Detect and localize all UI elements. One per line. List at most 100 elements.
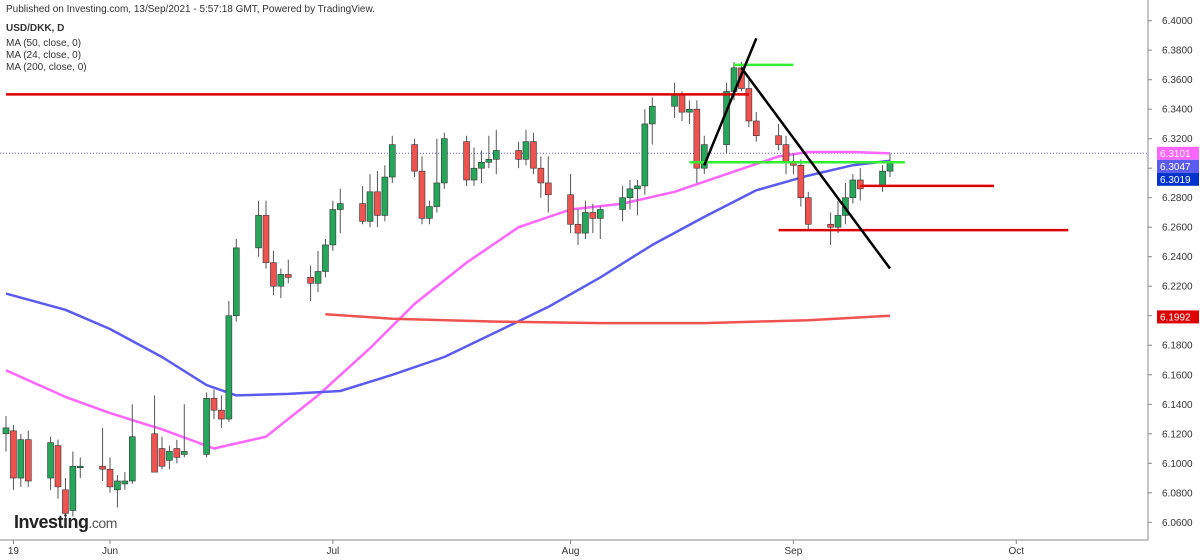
- candle[interactable]: [797, 159, 805, 207]
- candle[interactable]: [775, 123, 782, 151]
- candle-body: [76, 465, 84, 469]
- candle[interactable]: [567, 174, 574, 234]
- candle[interactable]: [180, 404, 188, 458]
- candle[interactable]: [463, 135, 470, 186]
- candle[interactable]: [522, 129, 530, 166]
- candle[interactable]: [329, 200, 337, 251]
- candle[interactable]: [262, 200, 270, 269]
- x-tick-label: Jul: [326, 546, 339, 557]
- candle[interactable]: [879, 165, 886, 192]
- candle[interactable]: [114, 475, 121, 508]
- candle[interactable]: [582, 200, 589, 240]
- candle[interactable]: [10, 424, 17, 490]
- candle[interactable]: [589, 203, 597, 234]
- candle[interactable]: [69, 451, 77, 517]
- candle[interactable]: [381, 165, 389, 222]
- candle[interactable]: [671, 82, 678, 119]
- candle[interactable]: [270, 250, 277, 296]
- time-axis[interactable]: 19 Jun Jul Aug Sep Oct: [0, 539, 1148, 557]
- candle[interactable]: [232, 239, 240, 322]
- candle[interactable]: [62, 478, 69, 520]
- candle[interactable]: [478, 150, 485, 183]
- candle[interactable]: [849, 174, 857, 204]
- candle[interactable]: [700, 135, 708, 175]
- candle[interactable]: [277, 268, 285, 299]
- candle[interactable]: [24, 430, 32, 487]
- candle[interactable]: [307, 265, 314, 301]
- candle[interactable]: [158, 436, 166, 470]
- candle[interactable]: [492, 129, 500, 175]
- candle[interactable]: [596, 206, 604, 240]
- candle[interactable]: [418, 156, 426, 225]
- candle-body: [648, 105, 656, 125]
- candle[interactable]: [804, 191, 812, 231]
- candle[interactable]: [322, 239, 329, 278]
- candle[interactable]: [121, 472, 129, 490]
- candle[interactable]: [886, 153, 894, 178]
- candle[interactable]: [485, 135, 493, 169]
- candle-body: [128, 436, 136, 482]
- candle[interactable]: [366, 174, 374, 228]
- candle-body: [856, 179, 864, 190]
- candle[interactable]: [544, 156, 552, 213]
- candle-body: [589, 212, 597, 219]
- candle[interactable]: [203, 392, 210, 458]
- candle[interactable]: [128, 404, 136, 484]
- trend-line[interactable]: [740, 67, 892, 270]
- candle-body: [277, 274, 285, 287]
- candle[interactable]: [218, 395, 225, 428]
- candle[interactable]: [648, 97, 656, 145]
- candle[interactable]: [54, 439, 62, 499]
- candle[interactable]: [374, 171, 381, 228]
- candle[interactable]: [225, 300, 233, 422]
- candle[interactable]: [515, 141, 522, 169]
- candle[interactable]: [17, 433, 25, 487]
- candle[interactable]: [166, 445, 173, 470]
- candle[interactable]: [173, 439, 181, 464]
- candle[interactable]: [151, 395, 158, 473]
- candle[interactable]: [686, 100, 693, 124]
- candle[interactable]: [827, 212, 834, 245]
- candle[interactable]: [388, 135, 396, 183]
- candle[interactable]: [537, 156, 545, 198]
- candle[interactable]: [790, 153, 797, 175]
- candle-body: [232, 247, 240, 317]
- candle[interactable]: [433, 138, 441, 213]
- candle[interactable]: [619, 185, 626, 222]
- candle[interactable]: [678, 91, 686, 121]
- candle[interactable]: [411, 138, 418, 178]
- candle-body: [433, 182, 441, 207]
- candle[interactable]: [210, 389, 218, 420]
- candle[interactable]: [752, 112, 760, 142]
- y-tick-label: 6.2200: [1162, 282, 1193, 293]
- candle[interactable]: [2, 416, 10, 452]
- candle[interactable]: [626, 180, 634, 210]
- candle[interactable]: [745, 79, 753, 127]
- candle[interactable]: [641, 109, 649, 195]
- candle[interactable]: [76, 457, 84, 479]
- candle[interactable]: [426, 200, 433, 225]
- candle[interactable]: [693, 100, 701, 183]
- candle[interactable]: [359, 185, 366, 225]
- candle[interactable]: [782, 135, 790, 175]
- price-axis[interactable]: 6.0600 6.0800 6.1000 6.1200 6.1400 6.1600 6.18…: [1147, 0, 1199, 540]
- candle[interactable]: [856, 168, 864, 201]
- plot-area: [0, 37, 1148, 520]
- price-tag-bg: [1157, 146, 1199, 160]
- candle[interactable]: [47, 436, 54, 490]
- candle[interactable]: [634, 180, 641, 216]
- candle[interactable]: [255, 200, 262, 257]
- candle[interactable]: [336, 188, 344, 234]
- candle[interactable]: [314, 250, 322, 293]
- candle[interactable]: [470, 147, 478, 186]
- trend-line[interactable]: [703, 37, 758, 166]
- candle[interactable]: [834, 200, 842, 234]
- candle[interactable]: [106, 457, 114, 493]
- candle[interactable]: [284, 259, 292, 284]
- candle[interactable]: [530, 132, 537, 175]
- candle-body: [797, 164, 805, 199]
- candle[interactable]: [440, 132, 448, 189]
- candle[interactable]: [574, 209, 582, 245]
- candle[interactable]: [99, 427, 106, 481]
